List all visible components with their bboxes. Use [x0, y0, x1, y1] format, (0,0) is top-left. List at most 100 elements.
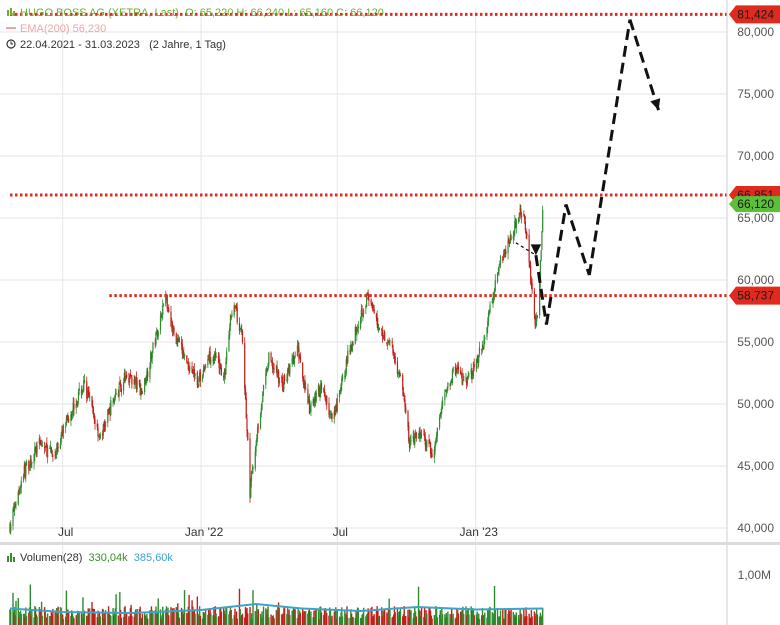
volume-bar — [329, 610, 332, 625]
candle-body — [296, 345, 299, 356]
candle-body — [393, 352, 395, 355]
volume-bar — [180, 607, 183, 625]
candle-body — [13, 505, 16, 511]
candle-body — [198, 372, 201, 377]
volume-bar — [433, 615, 436, 625]
volume-bar — [418, 609, 420, 625]
candle-body — [41, 445, 43, 446]
projection-path — [515, 19, 661, 325]
candle-body — [104, 421, 107, 427]
volume-bar — [96, 616, 98, 625]
candle-body — [170, 311, 172, 327]
volume-bar — [220, 611, 223, 625]
volume-bar — [352, 617, 354, 625]
candle-body — [51, 450, 53, 455]
volume-bar — [9, 609, 11, 625]
volume-bar — [444, 618, 447, 625]
volume-bar — [118, 618, 120, 625]
y-tick-label: 80,000 — [737, 25, 774, 39]
y-tick-label: 50,000 — [737, 397, 774, 411]
volume-bar — [529, 617, 532, 625]
volume-bar — [524, 616, 527, 625]
candle-body — [71, 414, 73, 416]
volume-bar — [382, 610, 384, 625]
volume-bar — [104, 611, 106, 625]
volume-bar — [350, 613, 353, 625]
candle-body — [276, 366, 278, 377]
candle-body — [180, 341, 183, 345]
candle-body — [293, 356, 295, 363]
candle-body — [349, 349, 351, 353]
volume-bar — [330, 618, 332, 625]
volume-bar — [362, 607, 365, 625]
candle-body — [456, 367, 458, 370]
candle-body — [229, 327, 231, 336]
candle-body — [244, 343, 246, 389]
volume-bar — [97, 610, 99, 625]
candle-body — [123, 382, 125, 391]
candle-body — [102, 424, 104, 436]
volume-bar — [218, 616, 220, 625]
candle-body — [328, 402, 330, 415]
volume-bar — [526, 616, 528, 625]
candle-body — [412, 435, 414, 439]
level-tag — [729, 5, 780, 24]
candle-body — [531, 283, 533, 291]
candle-body — [36, 445, 38, 455]
volume-bar — [298, 610, 301, 625]
candle-body — [151, 351, 153, 359]
candle-body — [294, 355, 296, 357]
volume-bar — [323, 614, 325, 625]
candle-body — [352, 343, 354, 346]
volume-bar — [124, 606, 126, 625]
candle-body — [25, 461, 28, 467]
candle-body — [99, 434, 101, 439]
volume-bar — [244, 606, 247, 625]
candle-body — [320, 383, 323, 391]
candle-body — [214, 352, 216, 358]
volume-bar — [402, 614, 405, 625]
volume-bar — [312, 617, 314, 625]
candle-body — [278, 377, 280, 384]
volume-bar — [256, 603, 258, 625]
candle-body — [529, 262, 531, 266]
candle-body — [357, 326, 359, 329]
volume-bar — [225, 607, 227, 625]
candle-body — [213, 359, 215, 361]
candle-body — [363, 309, 365, 315]
volume-bar — [513, 615, 515, 625]
volume-bar — [362, 613, 364, 625]
candle-body — [149, 366, 151, 379]
volume-bar — [370, 607, 372, 625]
candle-body — [29, 460, 31, 468]
volume-bar — [417, 586, 420, 625]
volume-bar — [457, 613, 460, 625]
candle-body — [207, 359, 209, 365]
candle-body — [92, 408, 95, 415]
volume-bar — [86, 615, 88, 625]
candle-body — [389, 340, 391, 342]
volume-bar — [270, 614, 272, 625]
candle-body — [468, 373, 470, 375]
candle-body — [308, 399, 311, 415]
candle-body — [317, 384, 320, 392]
volume-bar — [213, 616, 216, 625]
volume-bar — [503, 618, 506, 625]
candle-body — [313, 399, 315, 403]
volume-bar — [423, 607, 426, 625]
volume-bar — [354, 618, 357, 625]
volume-bar — [468, 614, 470, 625]
volume-bar — [225, 607, 228, 625]
candle-body — [467, 375, 469, 380]
candle-body — [209, 351, 211, 363]
volume-bar — [381, 616, 384, 625]
candle-body — [146, 370, 148, 382]
candle-body — [314, 396, 317, 403]
volume-bar — [287, 614, 290, 625]
volume-bar — [319, 606, 321, 625]
candle-body — [399, 371, 401, 378]
candle-body — [308, 400, 310, 402]
volume-bar — [261, 611, 263, 625]
volume-bar — [365, 616, 367, 625]
volume-bar — [286, 614, 288, 625]
